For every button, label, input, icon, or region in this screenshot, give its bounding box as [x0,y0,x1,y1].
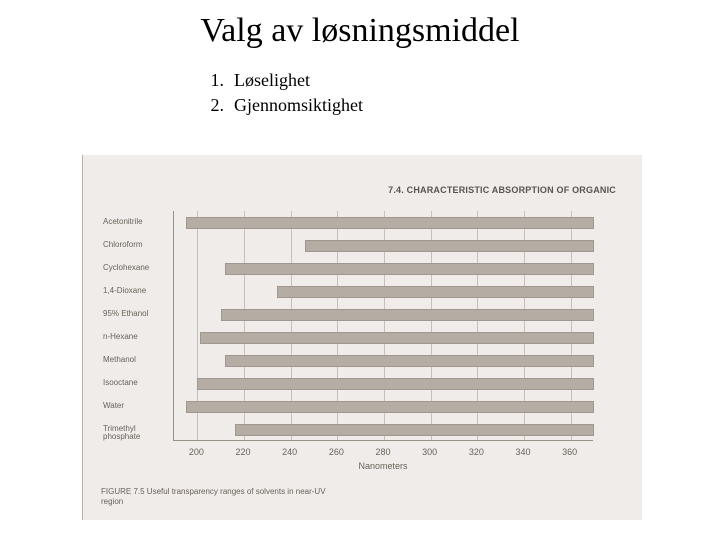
chart-row [174,257,594,280]
solvent-bar [305,240,594,252]
chart-row [174,349,594,372]
solvent-label: Trimethyl phosphate [103,425,169,443]
x-tick-label: 280 [368,447,398,457]
solvent-label: Cyclohexane [103,264,169,273]
x-tick-label: 240 [275,447,305,457]
figure-caption: FIGURE 7.5 Useful transparency ranges of… [101,487,401,508]
list-number: 1. [200,68,224,93]
list-number: 2. [200,93,224,118]
x-tick-label: 260 [321,447,351,457]
solvent-label: Isooctane [103,379,169,388]
chart-row [174,418,594,441]
solvent-label: 95% Ethanol [103,310,169,319]
solvent-bar [186,217,594,229]
solvent-bar [277,286,594,298]
solvent-label: Water [103,402,169,411]
figure-header: 7.4. CHARACTERISTIC ABSORPTION OF ORGANI… [83,155,642,195]
x-tick-label: 340 [508,447,538,457]
x-tick-label: 220 [228,447,258,457]
solvent-bar [197,378,594,390]
solvent-bar [235,424,594,436]
solvent-label: Acetonitrile [103,218,169,227]
solvent-label: Chloroform [103,241,169,250]
chart-row [174,395,594,418]
chart-row [174,280,594,303]
list-text: Løselighet [234,68,310,93]
x-tick-label: 200 [181,447,211,457]
x-tick-label: 300 [415,447,445,457]
transparency-chart-figure: 7.4. CHARACTERISTIC ABSORPTION OF ORGANI… [82,155,642,520]
page-title: Valg av løsningsmiddel [0,0,720,50]
caption-line: region [101,497,123,506]
chart-row [174,211,594,234]
solvent-bar [225,263,594,275]
caption-line: FIGURE 7.5 Useful transparency ranges of… [101,487,326,496]
list-item: 2. Gjennomsiktighet [200,93,720,118]
solvent-label: Methanol [103,356,169,365]
solvent-label: 1,4-Dioxane [103,287,169,296]
chart-row [174,326,594,349]
list-item: 1. Løselighet [200,68,720,93]
chart-row [174,234,594,257]
solvent-label: n-Hexane [103,333,169,342]
x-axis-label: Nanometers [173,461,593,471]
chart-row [174,303,594,326]
list-text: Gjennomsiktighet [234,93,363,118]
solvent-bar [200,332,594,344]
x-tick-label: 360 [555,447,585,457]
solvent-bar [225,355,594,367]
solvent-bar [221,309,594,321]
numbered-list: 1. Løselighet 2. Gjennomsiktighet [200,68,720,118]
solvent-bar [186,401,594,413]
bar-chart [173,211,593,441]
x-tick-label: 320 [461,447,491,457]
chart-row [174,372,594,395]
